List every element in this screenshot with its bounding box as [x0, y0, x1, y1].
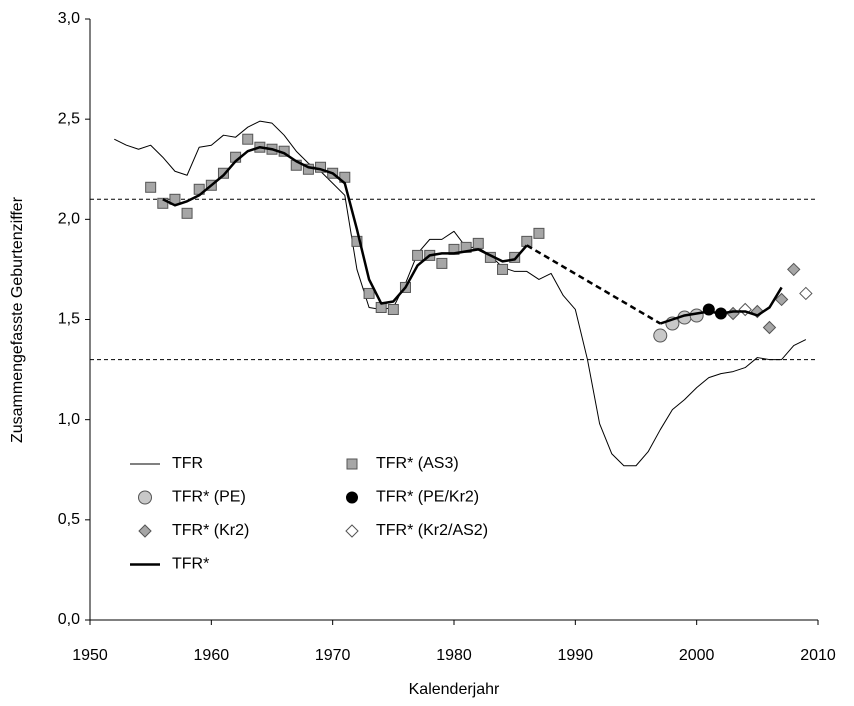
y-tick-label: 0,0 — [58, 611, 80, 628]
legend-label: TFR* (AS3) — [376, 455, 459, 472]
legend-label: TFR* — [172, 556, 209, 573]
legend-marker — [345, 524, 359, 538]
y-tick-label: 2,0 — [58, 211, 80, 228]
point — [412, 249, 424, 261]
y-tick-label: 2,5 — [58, 110, 80, 127]
point — [157, 197, 169, 209]
legend-label: TFR* (PE) — [172, 489, 246, 506]
x-tick-label: 1990 — [558, 647, 594, 664]
x-axis-label: Kalenderjahr — [409, 681, 500, 698]
x-tick-label: 2000 — [679, 647, 715, 664]
y-tick-label: 1,0 — [58, 411, 80, 428]
x-tick-label: 1960 — [194, 647, 230, 664]
point — [509, 251, 521, 263]
point — [145, 181, 157, 193]
legend-marker — [138, 524, 152, 538]
x-tick-label: 1980 — [436, 647, 472, 664]
legend-label: TFR* (Kr2/AS2) — [376, 522, 488, 539]
point — [533, 227, 545, 239]
y-tick-label: 0,5 — [58, 511, 80, 528]
point — [436, 257, 448, 269]
line-series — [162, 145, 528, 305]
point — [787, 262, 801, 277]
x-tick-label: 1970 — [315, 647, 351, 664]
point — [726, 306, 740, 321]
line-interpolated — [526, 244, 661, 325]
point — [750, 304, 765, 319]
y-axis-label: Zusammengefasste Geburtenziffer — [9, 196, 26, 443]
point — [774, 292, 789, 307]
y-tick-label: 1,5 — [58, 311, 80, 328]
point — [521, 235, 533, 247]
legend-label: TFR* (Kr2) — [172, 522, 249, 539]
point — [497, 263, 509, 275]
point — [363, 287, 375, 299]
legend-marker — [346, 491, 358, 504]
point — [472, 237, 484, 249]
line-series — [114, 120, 807, 467]
point — [217, 167, 229, 179]
line-series — [659, 286, 783, 325]
point — [242, 133, 254, 145]
point — [181, 207, 193, 219]
legend-label: TFR — [172, 455, 203, 472]
point — [387, 303, 399, 315]
legend-marker — [346, 458, 358, 470]
point — [351, 235, 363, 247]
x-tick-label: 1950 — [72, 647, 108, 664]
point — [762, 320, 777, 335]
x-tick-label: 2010 — [800, 647, 836, 664]
point — [653, 328, 668, 343]
point — [799, 286, 813, 301]
legend-label: TFR* (PE/Kr2) — [376, 489, 479, 506]
y-tick-label: 3,0 — [58, 10, 80, 27]
legend-marker — [138, 490, 152, 505]
